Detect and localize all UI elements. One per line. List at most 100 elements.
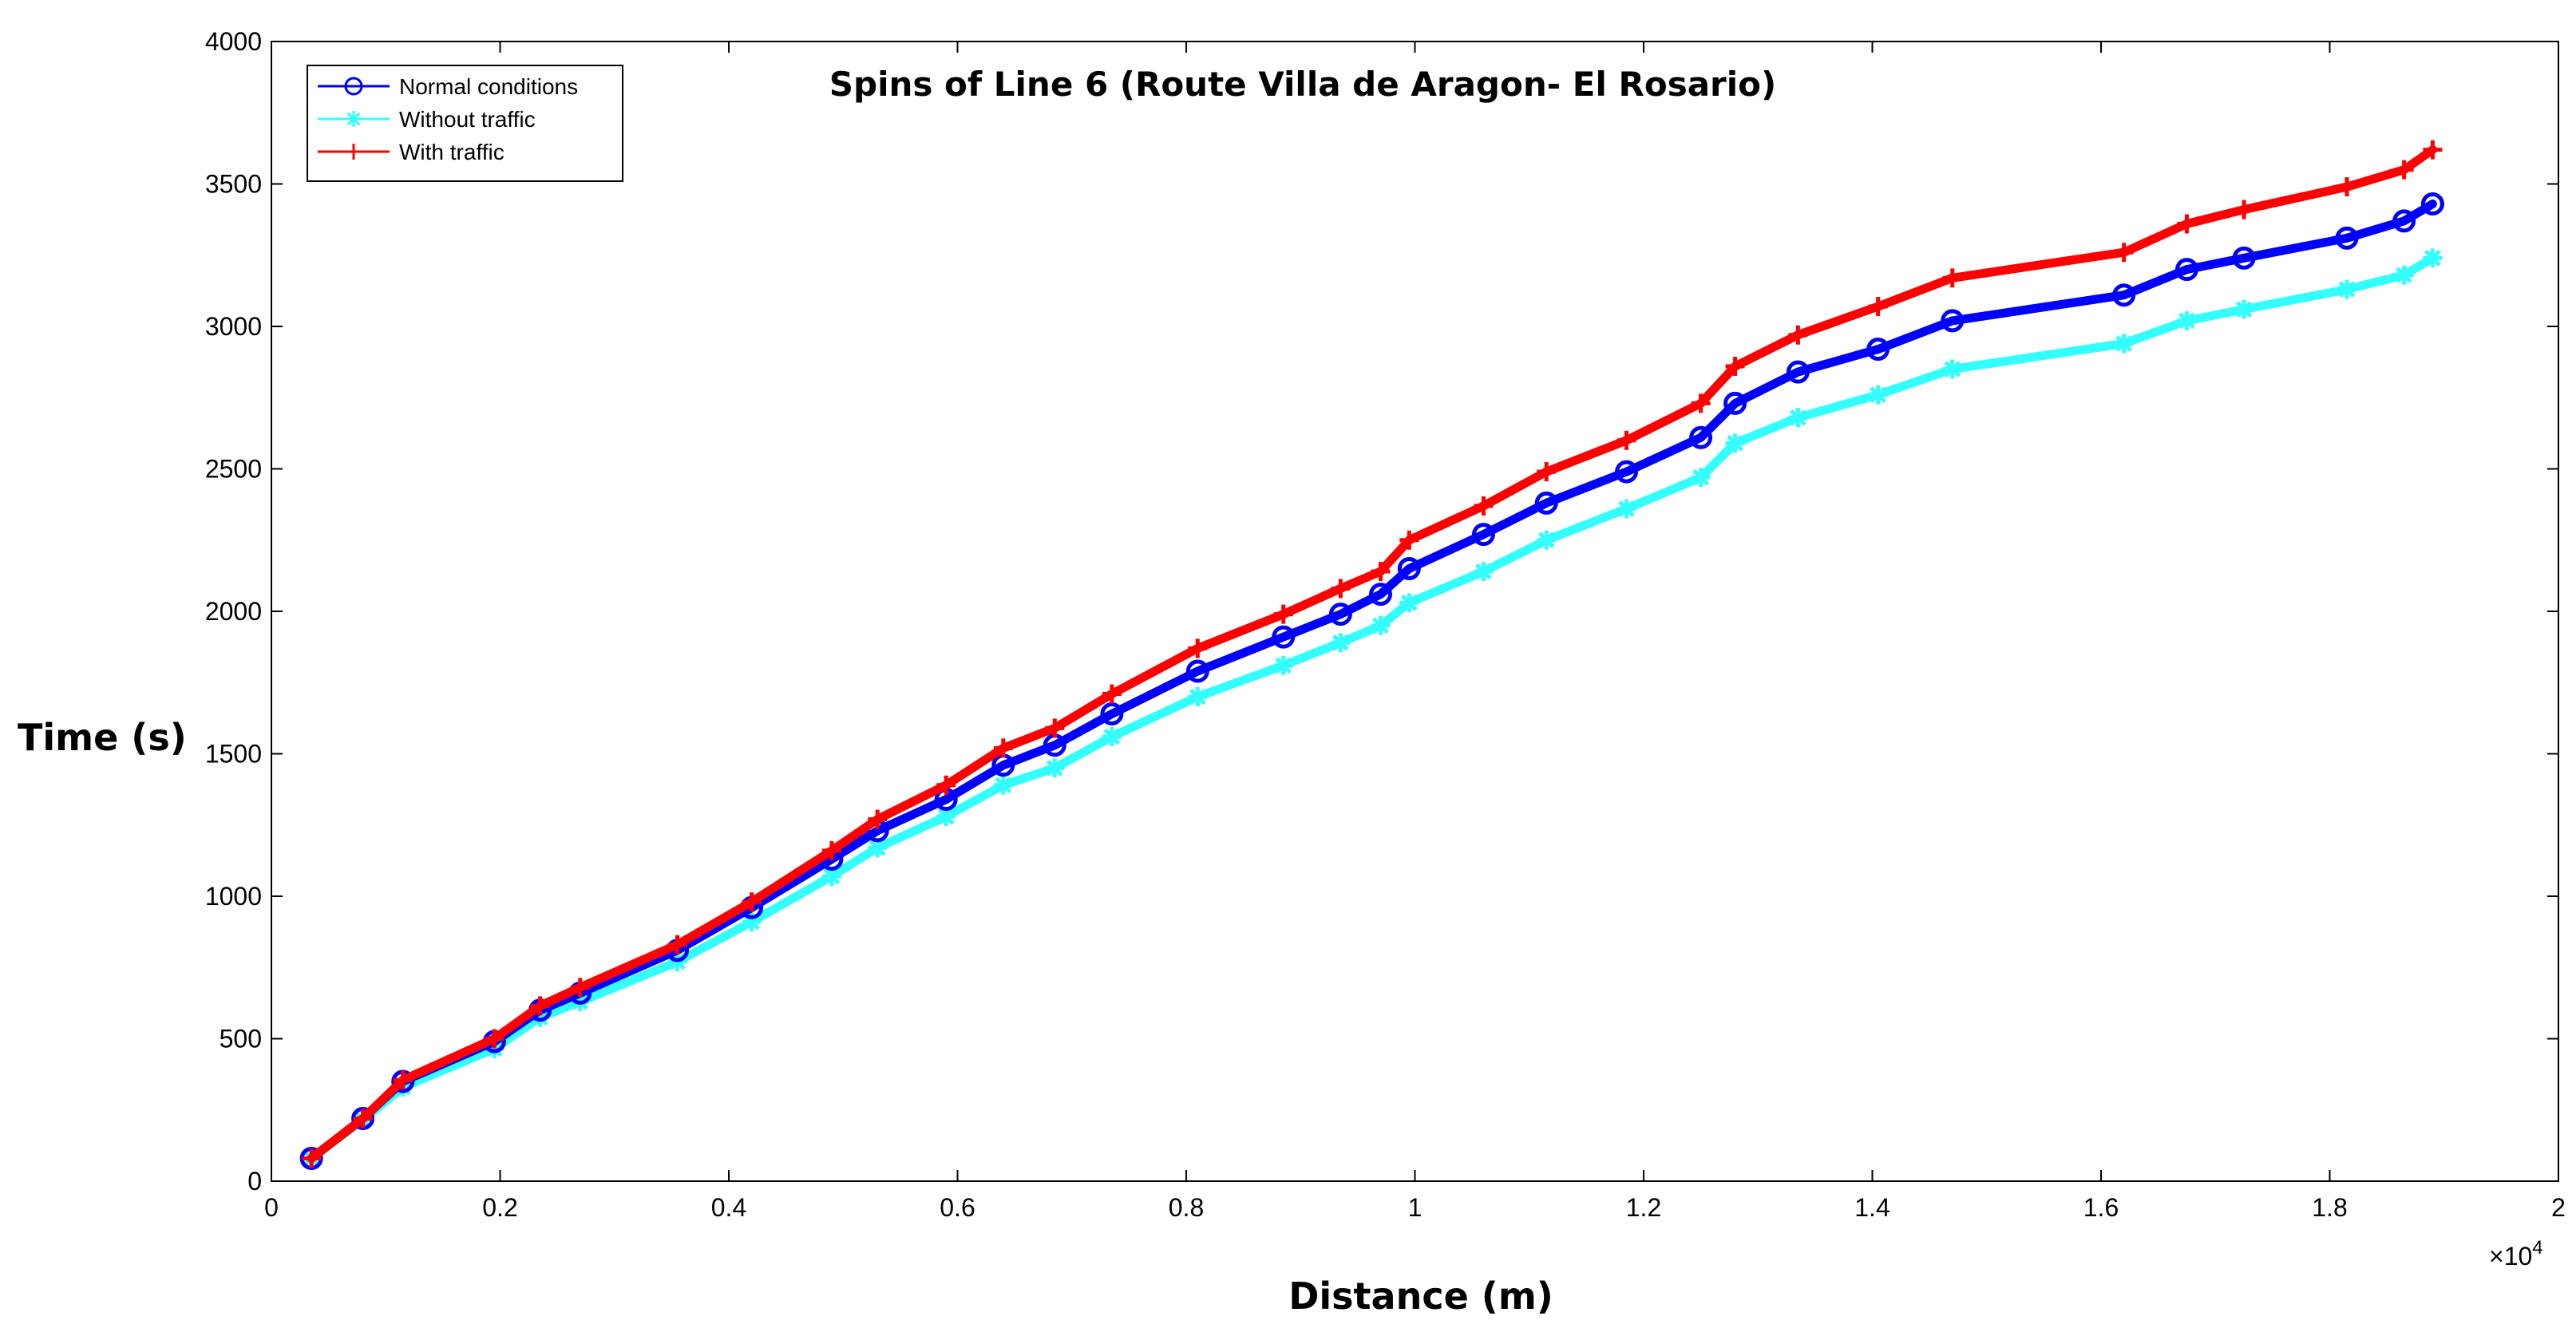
data-point-normal-conditions bbox=[2232, 246, 2256, 270]
data-point-with-traffic bbox=[302, 1148, 322, 1168]
marker-stroke bbox=[485, 1040, 503, 1057]
legend-box bbox=[307, 65, 623, 182]
series-with-traffic bbox=[302, 140, 2443, 1168]
marker-stroke bbox=[1727, 434, 1744, 452]
series-layer bbox=[299, 140, 2444, 1170]
data-point-with-traffic bbox=[742, 892, 762, 912]
data-point-normal-conditions bbox=[1723, 391, 1747, 415]
x-tick-label: 0.6 bbox=[940, 1193, 975, 1222]
data-point-with-traffic bbox=[2394, 160, 2414, 180]
data-point-with-traffic bbox=[667, 935, 687, 955]
legend-swatch-marker bbox=[346, 144, 362, 160]
data-point-normal-conditions bbox=[1689, 425, 1713, 449]
x-tick-label: 1.2 bbox=[1626, 1193, 1661, 1222]
data-point-normal-conditions bbox=[2420, 192, 2444, 215]
data-point-without-traffic bbox=[1537, 530, 1557, 550]
data-point-with-traffic bbox=[1045, 718, 1065, 738]
data-point-without-traffic bbox=[2177, 310, 2197, 330]
y-tick-label: 1500 bbox=[205, 740, 262, 769]
y-tick-label: 0 bbox=[247, 1167, 262, 1196]
marker-stroke bbox=[2115, 335, 2133, 352]
data-point-with-traffic bbox=[1725, 356, 1745, 376]
data-point-with-traffic bbox=[1273, 604, 1293, 624]
x-tick-label: 0.2 bbox=[482, 1193, 517, 1222]
marker-stroke bbox=[1475, 563, 1492, 580]
data-point-without-traffic bbox=[2394, 265, 2414, 285]
marker-stroke bbox=[2396, 267, 2413, 284]
data-point-without-traffic bbox=[1942, 359, 1962, 379]
data-point-normal-conditions bbox=[1471, 523, 1495, 547]
data-point-with-traffic bbox=[2423, 140, 2443, 160]
data-point-with-traffic bbox=[1188, 638, 1208, 658]
data-point-without-traffic bbox=[1399, 593, 1419, 613]
legend-label: With traffic bbox=[399, 140, 505, 164]
data-point-with-traffic bbox=[1691, 393, 1711, 413]
data-point-with-traffic bbox=[1537, 462, 1557, 482]
data-point-normal-conditions bbox=[1397, 556, 1421, 580]
y-tick-label: 2000 bbox=[205, 597, 262, 626]
data-point-with-traffic bbox=[1868, 297, 1888, 317]
x-tick-label: 1.4 bbox=[1854, 1193, 1889, 1222]
data-point-with-traffic bbox=[2337, 177, 2356, 197]
data-point-without-traffic bbox=[993, 775, 1013, 795]
marker-stroke bbox=[1789, 409, 1806, 426]
legend-label: Without traffic bbox=[399, 107, 536, 132]
marker-stroke bbox=[1046, 759, 1063, 777]
x-tick-label: 1 bbox=[1408, 1193, 1423, 1222]
data-point-with-traffic bbox=[2234, 200, 2254, 219]
data-point-normal-conditions bbox=[1369, 583, 1393, 607]
x-axis-exponent-base: ×10 bbox=[2489, 1242, 2532, 1271]
data-point-without-traffic bbox=[1725, 433, 1745, 453]
legend-swatch-marker bbox=[344, 77, 363, 96]
x-tick-label: 0.4 bbox=[711, 1193, 746, 1222]
marker-stroke bbox=[2235, 301, 2253, 318]
marker-stroke bbox=[2424, 249, 2441, 267]
y-axis-ticks: 0 500 1000 1500 2000 2500 3000 3500 4000 bbox=[205, 27, 2558, 1196]
data-point-without-traffic bbox=[936, 807, 956, 827]
data-point-without-traffic bbox=[2114, 334, 2134, 354]
data-point-without-traffic bbox=[1788, 408, 1808, 428]
data-point-normal-conditions bbox=[2392, 209, 2416, 233]
series-without-traffic bbox=[302, 248, 2443, 1168]
marker-stroke bbox=[937, 808, 955, 825]
marker-stroke bbox=[1944, 361, 1961, 377]
y-tick-label: 4000 bbox=[205, 27, 262, 56]
legend-label: Normal conditions bbox=[399, 74, 578, 99]
series-line-normal-conditions bbox=[307, 200, 2437, 1163]
data-point-normal-conditions bbox=[1272, 625, 1296, 649]
marker-stroke bbox=[346, 112, 361, 126]
data-point-with-traffic bbox=[821, 840, 841, 860]
data-point-with-traffic bbox=[1399, 530, 1419, 550]
data-point-with-traffic bbox=[1788, 325, 1808, 345]
marker-stroke bbox=[2338, 281, 2356, 298]
data-point-with-traffic bbox=[1616, 430, 1636, 450]
y-axis-label: Time (s) bbox=[18, 716, 187, 759]
data-point-with-traffic bbox=[1371, 562, 1391, 582]
data-point-without-traffic bbox=[1188, 687, 1208, 707]
marker-stroke bbox=[1618, 500, 1635, 517]
marker-stroke bbox=[1692, 468, 1710, 486]
data-point-with-traffic bbox=[1942, 268, 1962, 288]
data-point-without-traffic bbox=[2423, 248, 2443, 268]
data-point-with-traffic bbox=[1102, 684, 1122, 704]
data-point-without-traffic bbox=[2234, 299, 2254, 319]
data-point-with-traffic bbox=[353, 1109, 373, 1128]
data-point-without-traffic bbox=[1616, 499, 1636, 519]
marker-stroke bbox=[1400, 594, 1418, 611]
data-point-with-traffic bbox=[868, 809, 888, 829]
marker-stroke bbox=[823, 868, 841, 885]
x-tick-label: 1.8 bbox=[2312, 1193, 2347, 1222]
data-point-without-traffic bbox=[1273, 655, 1293, 675]
data-point-without-traffic bbox=[1691, 468, 1711, 488]
data-point-normal-conditions bbox=[2174, 258, 2198, 282]
marker-stroke bbox=[1870, 386, 1887, 404]
y-tick-label: 1000 bbox=[205, 882, 262, 911]
x-axis-exponent-power: 4 bbox=[2532, 1237, 2542, 1259]
legend-entry-with-traffic: With traffic bbox=[318, 140, 505, 164]
data-point-without-traffic bbox=[1045, 758, 1065, 778]
y-tick-label: 500 bbox=[220, 1025, 262, 1053]
y-tick-label: 3500 bbox=[205, 170, 262, 199]
x-axis-exponent: ×104 bbox=[2489, 1237, 2543, 1271]
data-point-with-traffic bbox=[1474, 496, 1494, 516]
chart-title: Spins of Line 6 (Route Villa de Aragon- … bbox=[829, 65, 1776, 104]
